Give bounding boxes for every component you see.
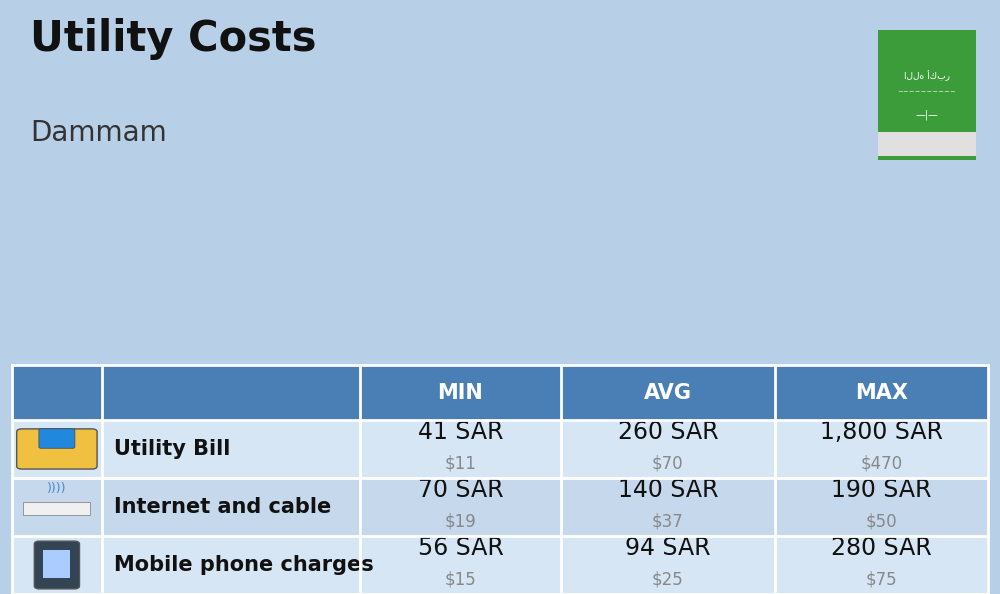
Text: Internet and cable: Internet and cable — [114, 497, 331, 517]
Text: $15: $15 — [445, 571, 476, 589]
Bar — [775, 420, 988, 478]
Text: Mobile phone charges: Mobile phone charges — [114, 555, 374, 575]
Bar — [23, 502, 90, 516]
Text: 280 SAR: 280 SAR — [831, 536, 932, 560]
Text: 94 SAR: 94 SAR — [625, 536, 711, 560]
Text: MAX: MAX — [855, 383, 908, 403]
Bar — [12, 365, 102, 420]
Bar — [43, 550, 70, 579]
FancyBboxPatch shape — [878, 30, 976, 160]
Bar — [775, 365, 988, 420]
Bar — [561, 420, 775, 478]
Bar — [12, 478, 102, 536]
Text: الله أكبر: الله أكبر — [904, 70, 950, 81]
Bar — [102, 365, 360, 420]
Text: 1,800 SAR: 1,800 SAR — [820, 421, 943, 444]
Bar — [102, 536, 360, 594]
Bar — [561, 365, 775, 420]
Text: 140 SAR: 140 SAR — [618, 478, 718, 503]
Text: —|—: —|— — [916, 109, 938, 120]
Bar — [360, 478, 561, 536]
FancyBboxPatch shape — [39, 429, 75, 448]
Bar — [878, 132, 976, 156]
FancyBboxPatch shape — [17, 429, 97, 469]
Text: Utility Bill: Utility Bill — [114, 439, 230, 459]
Bar — [102, 478, 360, 536]
Text: 70 SAR: 70 SAR — [418, 478, 503, 503]
Bar — [561, 478, 775, 536]
Text: $75: $75 — [866, 571, 897, 589]
Text: 190 SAR: 190 SAR — [831, 478, 932, 503]
Bar — [360, 420, 561, 478]
Text: $19: $19 — [445, 513, 476, 531]
Text: $25: $25 — [652, 571, 684, 589]
Text: $50: $50 — [866, 513, 897, 531]
Bar — [102, 420, 360, 478]
Bar — [775, 536, 988, 594]
Bar — [12, 536, 102, 594]
Text: Dammam: Dammam — [30, 119, 167, 147]
Text: Utility Costs: Utility Costs — [30, 18, 316, 60]
Bar — [561, 536, 775, 594]
Text: )))): )))) — [47, 482, 67, 495]
Bar — [360, 365, 561, 420]
Bar — [12, 420, 102, 478]
Bar — [775, 478, 988, 536]
Text: $11: $11 — [445, 455, 476, 473]
Text: $70: $70 — [652, 455, 684, 473]
Text: MIN: MIN — [438, 383, 483, 403]
Text: ~~~~~~~~~~: ~~~~~~~~~~ — [898, 90, 956, 96]
Text: AVG: AVG — [644, 383, 692, 403]
FancyBboxPatch shape — [34, 541, 79, 589]
Text: $37: $37 — [652, 513, 684, 531]
Text: 41 SAR: 41 SAR — [418, 421, 503, 444]
Bar — [360, 536, 561, 594]
Text: $470: $470 — [861, 455, 903, 473]
Text: 260 SAR: 260 SAR — [618, 421, 718, 444]
Text: 56 SAR: 56 SAR — [418, 536, 503, 560]
